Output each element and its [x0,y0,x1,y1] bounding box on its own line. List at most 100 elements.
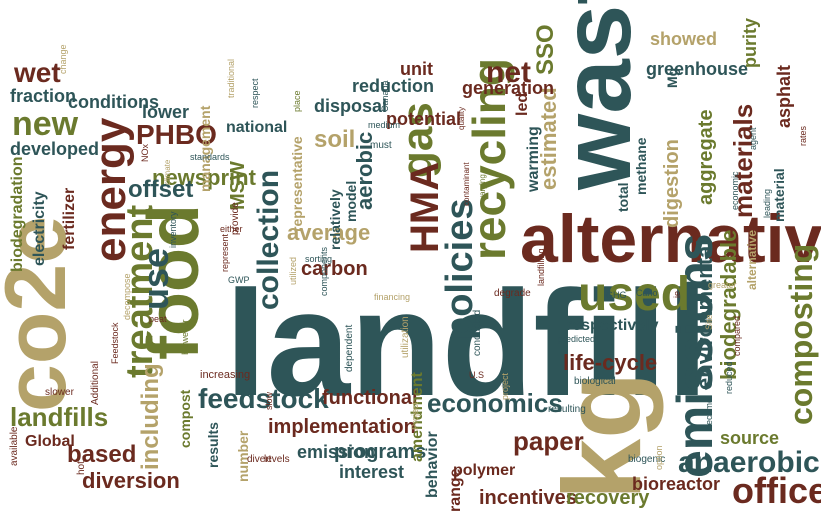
word-hot: hot [76,461,87,475]
word-average: average [287,220,370,245]
word-reduction: reduction [352,76,434,96]
word-decompose: decompose [122,273,132,320]
word-economic: economic [730,171,740,210]
word-emission: emission [297,442,375,462]
word-agent: agent [748,127,758,150]
word-warming: warming [525,126,542,193]
word-implementation: implementation [268,416,416,438]
word-reduced: reduced [724,361,734,394]
word-HMA: HMA [403,162,447,253]
word-increasing: increasing [200,369,250,381]
word-resulting: resulting [548,404,586,415]
word-material: material [771,168,787,222]
word-However: However [180,319,190,355]
word-peat: peat [149,314,167,324]
word-functional: functional [322,387,418,409]
word-treatment: treatment [119,205,161,378]
word-collection: collection [252,170,285,310]
word-wet: wet [13,57,61,88]
word-developed: developed [10,139,99,159]
word-Mg: Mg [664,68,680,88]
word-slow: slow [264,391,274,410]
word-fertilizer: fertilizer [61,188,78,250]
word-including: including [137,363,164,470]
word-policies: policies [439,199,481,341]
word-behavior: behavior [424,431,441,498]
word-ie: ie [672,291,682,298]
word-disposal: disposal [314,96,387,116]
word-inventory: inventory [168,211,178,248]
word-life-cycle: life-cycle [563,350,657,375]
word-new: new [12,105,79,143]
word-lower: lower [142,102,189,122]
word-biogenic: biogenic [628,454,665,465]
word-levels: levels [264,454,290,465]
word-aerobic: aerobic [352,132,377,210]
word-source: source [720,428,779,448]
word-Carlo: Carlo [636,288,658,298]
word-soil: soil [314,126,355,153]
word-alternative: alternative [745,230,759,290]
word-biodegradation: biodegradation [9,156,26,272]
word-compost: compost [177,389,193,448]
word-fraction: fraction [10,86,76,106]
word-incentives: incentives [479,487,577,509]
word-purity: purity [740,18,760,68]
word-environmental: environmental [692,240,717,390]
word-recycling: recycling [463,58,515,260]
word-project: project [500,372,510,400]
word-medium: medium [368,120,400,130]
word-electricity: electricity [31,191,48,266]
word-digestion: digestion [661,139,683,228]
word-alternatives: alternatives [520,201,821,277]
word-paper: paper [513,426,584,456]
word-economics: economics [427,388,563,418]
word-co2e: co2e [0,216,84,412]
word-bioreactor: bioreactor [632,474,720,494]
word-Project: Project [410,401,420,430]
word-landfill: landfill [225,259,708,427]
word-generation: generation [462,78,554,98]
word-contaminant: contaminant [462,162,471,206]
word-Canada: Canada [380,80,390,112]
word-net: net [486,56,531,89]
word-representative: representative [289,136,305,232]
word-recovery: recovery [566,487,650,509]
word-national: national [226,119,287,136]
word-SSO: SSO [532,24,559,75]
word-leading: leading [762,189,772,218]
word-rates: rates [798,125,808,146]
word-food: food [134,204,214,360]
word-greenhouse: greenhouse [646,59,748,79]
word-Global: Global [25,433,75,450]
word-varying: varying [478,174,487,200]
word-PHBO: PHBO [136,119,217,150]
word-interest: interest [339,462,404,482]
word-biological: biological [574,376,616,387]
word-Site: Site [704,314,714,330]
word-energy: energy [86,117,135,262]
word-methane: methane [633,137,649,195]
word-composting: composting [783,244,819,425]
word-traditional: traditional [226,59,236,98]
word-represent: represent [220,233,230,272]
word-management: management [197,105,213,192]
word-programs: programs [334,441,426,463]
word-predicted: predicted [558,334,595,344]
word-asphalt: asphalt [774,65,794,128]
word-polymer: polymer [453,462,515,479]
word-components: components [319,246,329,296]
word-standards: standards [190,152,230,162]
word-utilized: utilized [288,257,298,285]
word-model: model [343,181,359,222]
word-potential: potential [386,109,461,129]
word-GWP: GWP [228,275,250,285]
word-become: become [704,398,714,430]
word-use: use [135,248,176,310]
word-Additional: Additional [90,361,101,405]
word-must: must [370,140,392,151]
word-used: used [578,268,690,321]
word-relatively: relatively [327,189,343,250]
